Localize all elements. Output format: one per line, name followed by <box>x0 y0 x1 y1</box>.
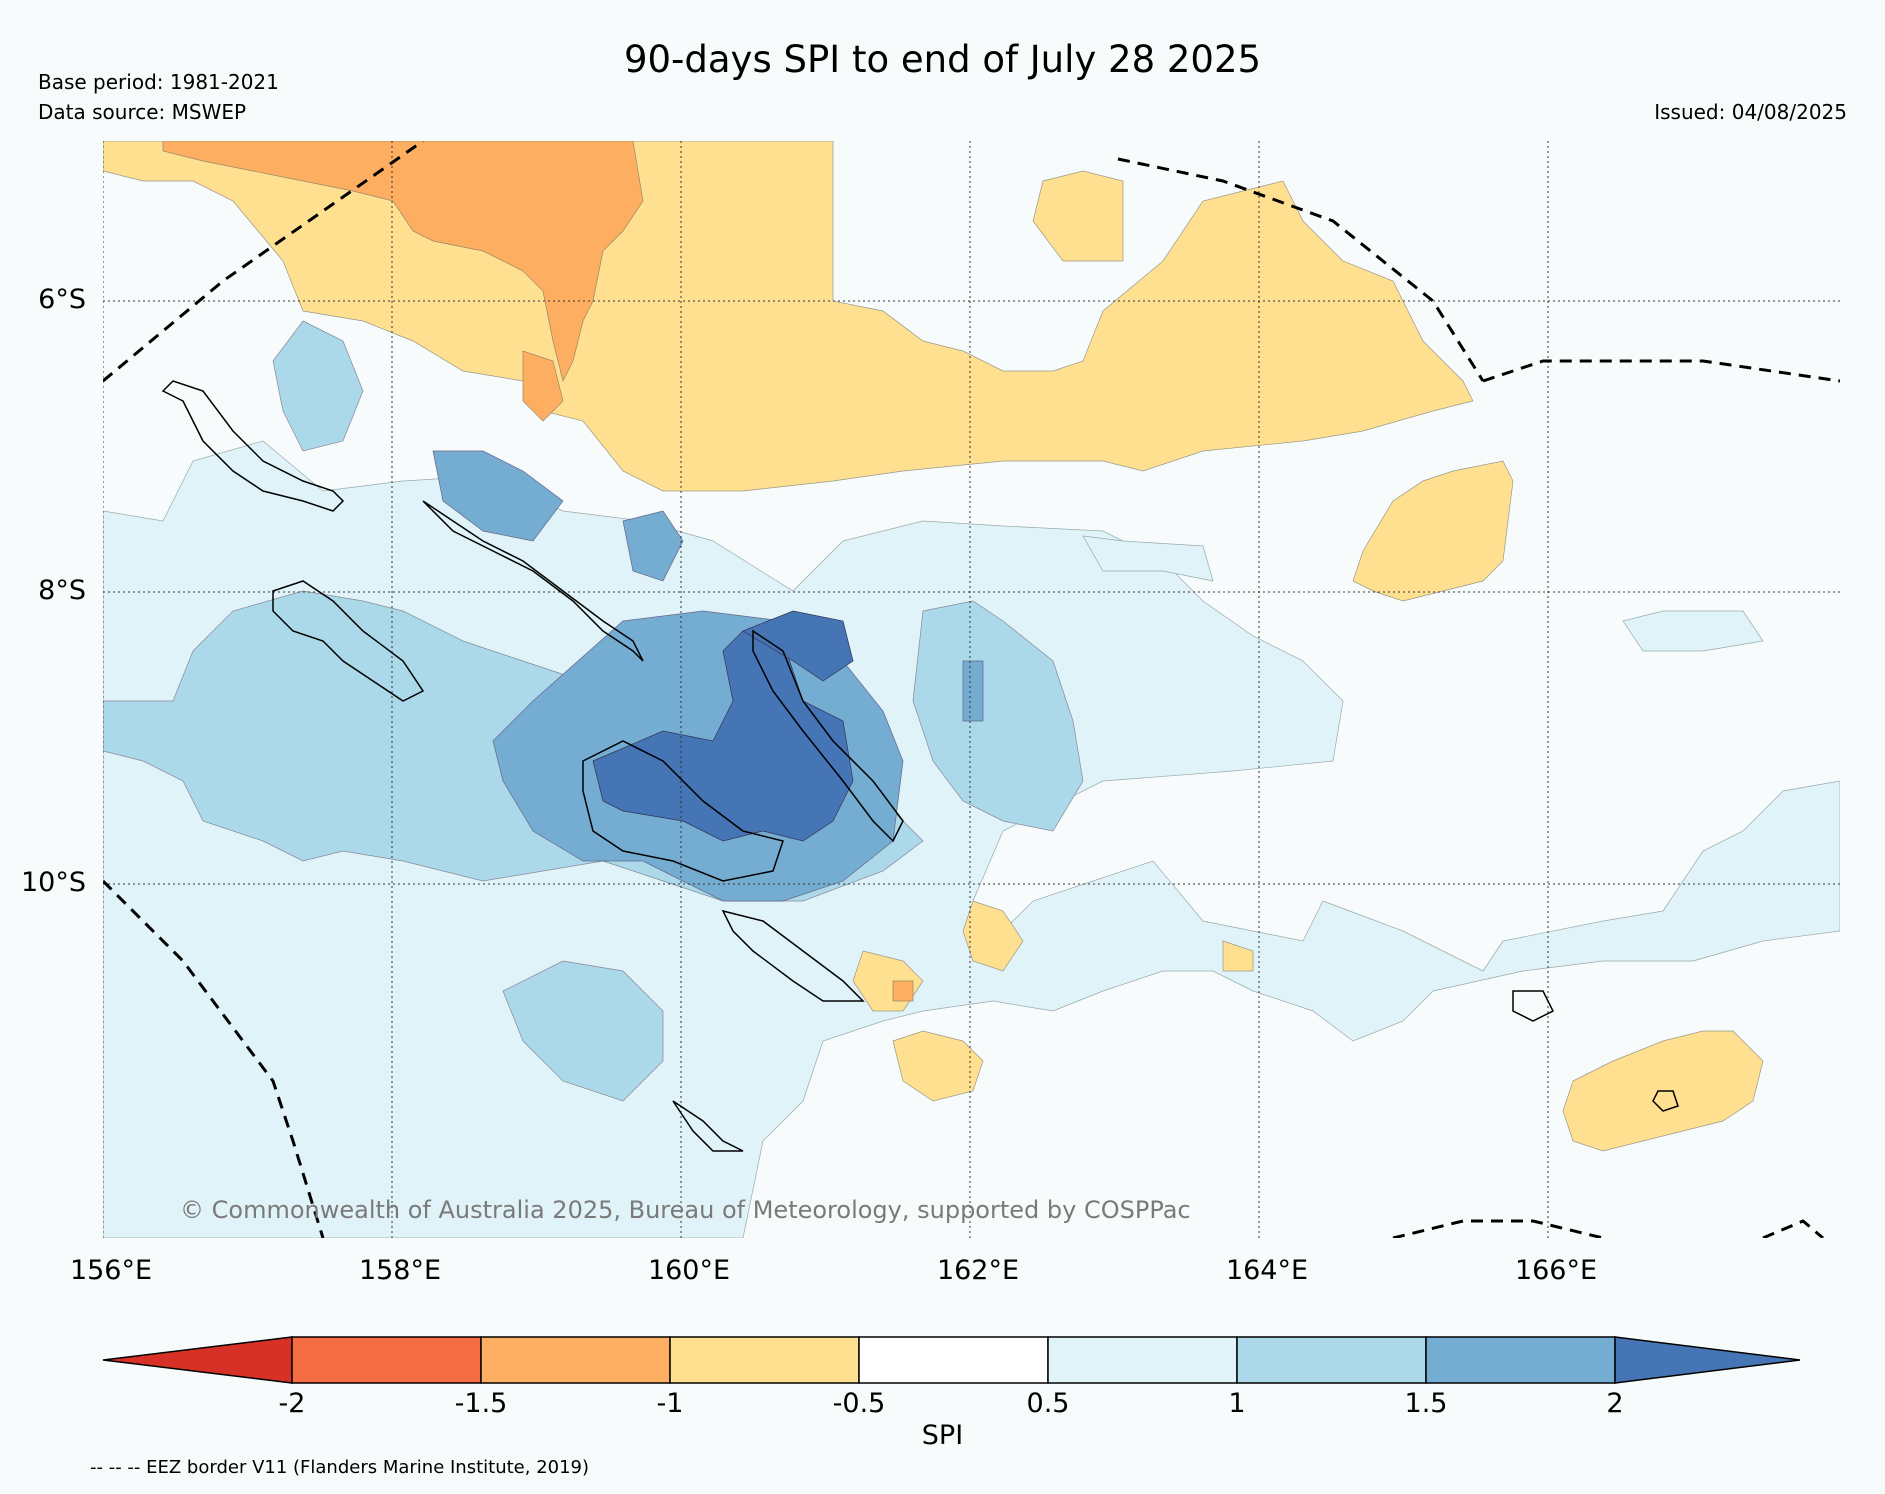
lon-tick-166e: 166°E <box>1514 1255 1598 1286</box>
lat-tick-6s: 6°S <box>38 284 86 315</box>
colorbar-label: -0.5 <box>832 1388 886 1419</box>
lat-tick-8s: 8°S <box>38 575 86 606</box>
copyright-notice: © Commonwealth of Australia 2025, Bureau… <box>180 1196 1191 1224</box>
lon-tick-164e: 164°E <box>1225 1255 1309 1286</box>
colorbar-segment <box>669 1336 860 1384</box>
colorbar-segment <box>480 1336 671 1384</box>
spi-dry-1-1.5-region <box>162 141 914 1002</box>
base-period: Base period: 1981-2021 <box>38 70 279 94</box>
eez-footnote: -- -- -- EEZ border V11 (Flanders Marine… <box>90 1457 590 1478</box>
lon-tick-162e: 162°E <box>936 1255 1020 1286</box>
map-title: 90-days SPI to end of July 28 2025 <box>623 38 1262 81</box>
colorbar-segment <box>291 1336 482 1384</box>
colorbar-segment <box>1236 1336 1427 1384</box>
colorbar-label: -1 <box>656 1388 684 1419</box>
colorbar-segment <box>1425 1336 1616 1384</box>
lat-tick-10s: 10°S <box>21 867 86 898</box>
colorbar-label: 0.5 <box>1026 1388 1070 1419</box>
data-source: Data source: MSWEP <box>38 100 247 124</box>
colorbar-label: -2 <box>278 1388 306 1419</box>
colorbar-high-extension <box>1614 1336 1801 1384</box>
coastlines <box>161 380 1679 1152</box>
lon-tick-156e: 156°E <box>69 1255 153 1286</box>
colorbar-label: 2 <box>1606 1388 1624 1419</box>
issued-date: Issued: 04/08/2025 <box>1654 100 1847 124</box>
colorbar-low-extension <box>102 1336 293 1384</box>
colorbar-segment <box>858 1336 1049 1384</box>
lon-tick-158e: 158°E <box>358 1255 442 1286</box>
colorbar-title: SPI <box>921 1420 964 1451</box>
spi-map <box>103 141 1840 1238</box>
colorbar-label: 1 <box>1228 1388 1246 1419</box>
spi-above-2-region <box>592 610 854 842</box>
colorbar-segment <box>1047 1336 1238 1384</box>
spi-colorbar <box>102 1336 1801 1384</box>
colorbar-label: 1.5 <box>1404 1388 1448 1419</box>
eez-borders <box>103 141 1840 1238</box>
lon-tick-160e: 160°E <box>647 1255 731 1286</box>
colorbar-label: -1.5 <box>454 1388 508 1419</box>
